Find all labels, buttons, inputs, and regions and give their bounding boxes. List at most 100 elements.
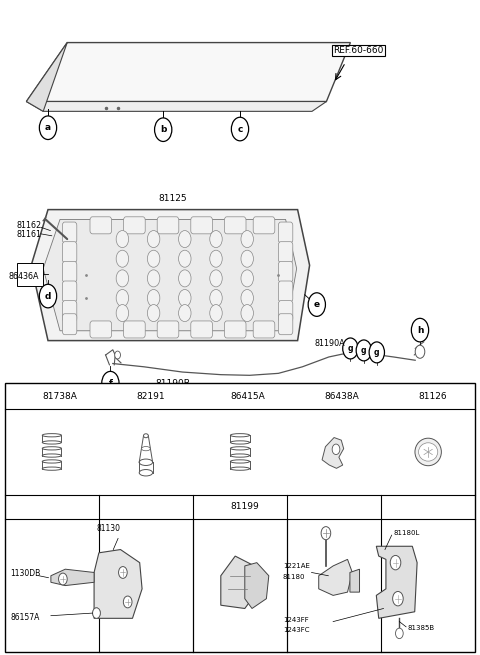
Circle shape [210,250,222,267]
Circle shape [296,386,310,406]
Polygon shape [376,546,417,618]
FancyBboxPatch shape [62,261,77,282]
Circle shape [411,318,429,342]
FancyBboxPatch shape [253,321,275,338]
Circle shape [59,573,67,585]
Circle shape [179,270,191,287]
Text: g: g [361,346,367,355]
Ellipse shape [230,447,250,450]
Text: g: g [374,348,380,357]
Circle shape [308,293,325,316]
Circle shape [147,250,160,267]
Text: 81738A: 81738A [42,392,77,401]
Ellipse shape [42,434,61,437]
FancyBboxPatch shape [62,281,77,302]
Circle shape [241,290,253,307]
Ellipse shape [230,441,250,444]
Circle shape [147,231,160,248]
Text: f: f [19,502,23,512]
Polygon shape [43,219,297,331]
Polygon shape [26,43,67,111]
Text: 82191: 82191 [136,392,165,401]
Circle shape [39,116,57,140]
Text: 1243FF: 1243FF [283,617,309,624]
FancyBboxPatch shape [278,301,293,322]
Ellipse shape [415,438,442,466]
Text: 1130DB: 1130DB [10,569,40,578]
Polygon shape [350,569,360,592]
Circle shape [356,340,372,361]
Circle shape [119,567,127,578]
Ellipse shape [144,434,148,438]
Circle shape [241,250,253,267]
Polygon shape [319,559,352,595]
Polygon shape [51,569,94,586]
Ellipse shape [42,441,61,444]
Circle shape [202,386,216,406]
Circle shape [93,608,100,618]
Circle shape [210,305,222,322]
FancyBboxPatch shape [224,217,246,234]
Ellipse shape [230,454,250,457]
Text: 81180L: 81180L [393,530,420,536]
FancyBboxPatch shape [191,321,212,338]
Circle shape [390,386,404,406]
Ellipse shape [42,460,61,463]
Circle shape [155,118,172,141]
FancyBboxPatch shape [224,321,246,338]
Circle shape [179,250,191,267]
Ellipse shape [419,443,438,461]
Polygon shape [221,556,259,608]
Circle shape [241,305,253,322]
Ellipse shape [230,460,250,463]
Text: b: b [112,392,118,401]
Polygon shape [322,438,344,468]
FancyBboxPatch shape [191,217,212,234]
FancyBboxPatch shape [62,314,77,335]
Text: g: g [206,502,212,512]
Circle shape [115,351,120,359]
Circle shape [210,270,222,287]
Circle shape [116,305,129,322]
FancyBboxPatch shape [124,217,145,234]
Text: e: e [314,300,320,309]
Text: 86436A: 86436A [9,272,39,281]
Bar [5,383,475,652]
Text: 81190B: 81190B [156,379,190,388]
Polygon shape [26,102,326,111]
Circle shape [210,231,222,248]
Text: 81126: 81126 [419,392,447,401]
Ellipse shape [139,459,153,466]
FancyBboxPatch shape [278,222,293,243]
Ellipse shape [139,470,153,476]
Circle shape [396,628,403,639]
Circle shape [147,270,160,287]
Circle shape [147,290,160,307]
FancyBboxPatch shape [278,281,293,302]
Circle shape [241,270,253,287]
FancyBboxPatch shape [62,301,77,322]
Ellipse shape [142,447,150,451]
FancyBboxPatch shape [278,261,293,282]
FancyBboxPatch shape [278,242,293,263]
FancyBboxPatch shape [62,242,77,263]
Circle shape [13,386,28,406]
Text: 86438A: 86438A [324,392,360,401]
Bar [17,263,43,286]
Circle shape [332,444,340,455]
Polygon shape [245,563,269,608]
Ellipse shape [230,467,250,470]
Circle shape [210,290,222,307]
Circle shape [179,305,191,322]
FancyBboxPatch shape [157,321,179,338]
Text: h: h [417,326,423,335]
Circle shape [231,117,249,141]
Text: b: b [160,125,167,134]
FancyBboxPatch shape [278,314,293,335]
FancyBboxPatch shape [253,217,275,234]
Text: d: d [45,291,51,301]
Polygon shape [31,210,310,341]
Text: 81130: 81130 [96,524,120,533]
Text: 81385B: 81385B [408,625,435,631]
Circle shape [241,231,253,248]
